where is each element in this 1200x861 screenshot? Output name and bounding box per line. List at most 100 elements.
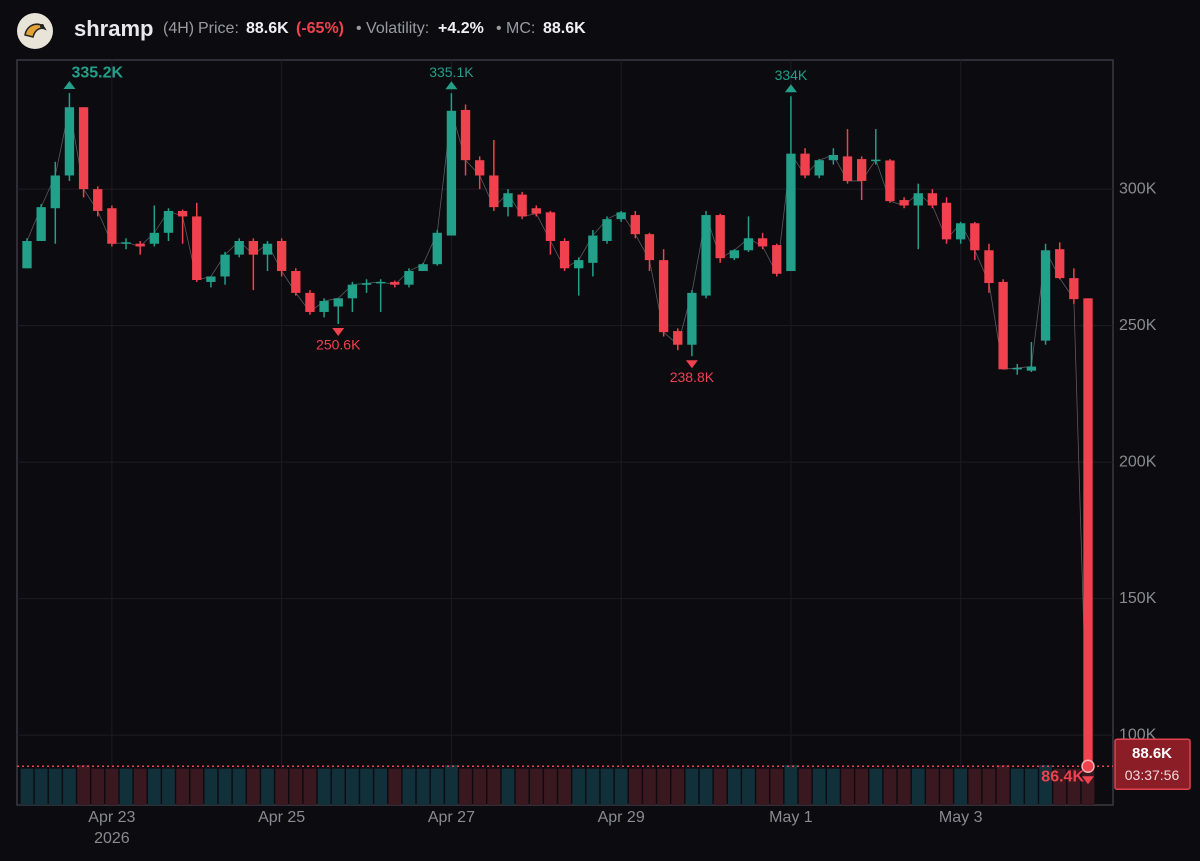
candle-body [644, 234, 655, 261]
volume-bar [119, 768, 133, 805]
volume-bar [643, 768, 656, 805]
candle-body [64, 107, 75, 176]
candle-body [574, 260, 584, 269]
volume-bar [671, 768, 685, 805]
y-tick-label: 250K [1119, 317, 1157, 334]
candle-body [630, 215, 640, 235]
volume-bar [473, 768, 487, 805]
header: shramp (4H) Price: 88.6K (-65%) • Volati… [0, 0, 1200, 60]
candle-body [489, 175, 499, 208]
y-tick-label: 200K [1119, 453, 1157, 470]
candle-body [531, 208, 541, 214]
candle-body [22, 240, 32, 269]
price-tag-countdown: 03:37:56 [1125, 767, 1180, 783]
y-tick-label: 150K [1119, 590, 1157, 607]
x-tick-label: Apr 27 [428, 809, 475, 826]
volume-bar [572, 768, 586, 805]
candle-body [927, 193, 938, 206]
change: (-65%) [296, 20, 345, 37]
candle-body [842, 156, 853, 181]
candle-body [347, 284, 358, 299]
low-marker [685, 360, 698, 369]
volume-bar [331, 768, 345, 805]
volume-bar [162, 768, 175, 805]
candle-body [885, 160, 895, 202]
volume-bar [529, 768, 543, 805]
candle-body [177, 210, 188, 217]
volume-bar [657, 768, 670, 805]
volume-bar [91, 768, 105, 805]
current-price-dot [1081, 759, 1095, 773]
volume-bar [374, 768, 388, 805]
candle-body [970, 223, 980, 251]
candle-body [956, 223, 966, 240]
candle-body [545, 212, 556, 241]
high-marker [784, 84, 797, 93]
volume-bar [897, 768, 911, 805]
volume-bar [600, 768, 614, 805]
candle-body [305, 292, 315, 312]
x-tick-label: May 1 [769, 809, 813, 826]
volume-bar [586, 768, 600, 805]
high-label: 335.1K [429, 64, 474, 80]
volume-bar [685, 768, 699, 805]
volume-bar [317, 768, 331, 805]
candle-body [36, 207, 46, 241]
candle-body [93, 189, 103, 211]
price-tag [1114, 738, 1191, 790]
candle-body [390, 281, 400, 285]
volume-bar [1053, 768, 1067, 805]
volume-bar [289, 768, 303, 805]
candle-body [729, 250, 740, 259]
candle-body [913, 193, 923, 206]
candle-body [616, 212, 626, 220]
candle-body [998, 281, 1008, 370]
low-label: 86.4K [1041, 768, 1084, 785]
candle-body [941, 202, 952, 240]
candle-body [460, 109, 471, 161]
volume-bar [190, 768, 204, 805]
x-tick-label: Apr 29 [598, 809, 645, 826]
volume-bar [501, 768, 515, 805]
candle-body [559, 240, 570, 269]
x-tick-label: May 3 [939, 809, 983, 826]
candle-body [206, 276, 216, 282]
candle-body [1055, 249, 1065, 279]
volume-bar [232, 768, 246, 805]
price-label: Price: [198, 20, 239, 37]
high-label: 334K [775, 67, 808, 83]
close-line [26, 107, 1089, 767]
volume-bar [926, 768, 939, 805]
candle-body [984, 250, 994, 284]
candle-body [1026, 366, 1037, 371]
volume-bar [812, 768, 826, 805]
candle-body [262, 243, 273, 255]
candle-body [701, 215, 711, 296]
volume-bar [176, 768, 189, 805]
candle-body [418, 264, 428, 272]
volume-bar [515, 768, 529, 805]
candle-body [361, 283, 372, 285]
volume-bar [841, 768, 854, 805]
volume-bar [63, 768, 76, 805]
token-name: shramp [74, 16, 154, 41]
volume-bar [742, 768, 755, 805]
candle-body [107, 208, 117, 244]
candle-body [1069, 278, 1079, 300]
volume-bar [628, 768, 642, 805]
price: 88.6K [246, 20, 289, 37]
candle-body [333, 298, 343, 307]
volume-bar [346, 768, 359, 805]
candle-body [149, 232, 159, 244]
mc-label: • MC: [496, 20, 536, 37]
high-marker [445, 81, 458, 90]
candle-body [772, 245, 782, 274]
volume-bar [940, 768, 953, 805]
low-label: 238.8K [670, 369, 715, 385]
candle-body [404, 271, 414, 285]
volume-bar [445, 765, 458, 805]
logo [17, 13, 53, 49]
volume-bar [204, 768, 218, 805]
volume-bar [727, 768, 741, 805]
